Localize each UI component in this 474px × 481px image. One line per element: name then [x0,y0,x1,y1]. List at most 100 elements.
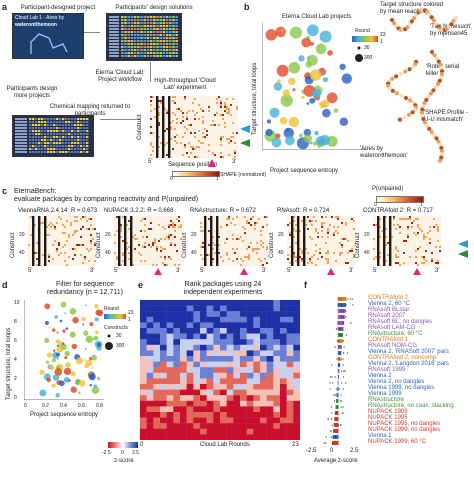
zscore-cell [286,378,294,385]
zscore-cell [173,361,181,368]
heatmap-cell [403,262,405,264]
heatmap-cell [236,106,238,108]
shape-profile-structure-base [434,136,439,141]
zscore-cell [180,406,187,413]
design-sequence-cell [172,52,175,54]
zscore-cell [153,428,161,435]
experiment-point [340,310,342,312]
design-row-id [109,37,119,39]
heatmap-cell [218,244,220,246]
zscore-cell [226,333,234,340]
zscore-cell [166,339,174,345]
design-sequence-cell [169,43,172,45]
returned-cell [80,121,83,123]
experiment-point [352,304,354,306]
zscore-cell [206,356,214,362]
zscore-cell [240,339,247,345]
zscore-cell [160,356,167,362]
package-x-end: 3' [435,268,440,274]
zscore-cell [193,316,201,323]
zscore-cell [260,322,267,329]
filtered-point [91,367,94,370]
position-marker-icon [413,268,421,275]
heatmap-cell [196,112,198,114]
returned-cell [53,124,56,126]
heatmap-cell [423,256,425,258]
filtered-point [89,322,94,327]
zscore-cell [213,339,221,345]
zscore-cell [233,316,241,323]
round-tick-1-d: 1 [128,317,131,323]
returned-cell [29,124,32,126]
zscore-cell [280,300,287,306]
design-sequence-cell [146,55,150,57]
heatmap-cell [50,226,52,228]
heatmap-cell [258,248,260,250]
zscore-cell [253,361,261,368]
design-sequence-cell [175,25,178,27]
zscore-cell [233,417,241,424]
zscore-cell [180,423,187,429]
zscore-cell [193,300,201,306]
returned-cell [29,121,32,123]
heatmap-cell [256,248,258,250]
zscore-cell [200,406,207,413]
heatmap-cell [144,224,146,226]
experiment-point [345,334,347,336]
heatmap-cell [202,230,204,232]
heatmap-cell [52,258,54,260]
returned-row-id [15,130,27,132]
returned-cell [80,142,83,144]
zscore-cell [140,372,147,379]
design-sequence-cell [140,49,143,51]
highlight-marker-icon [208,159,216,167]
heatmap-cell [172,224,174,226]
heatmap-cell [166,128,168,130]
zscore-cell [153,300,161,306]
design-sequence-cell [124,52,127,54]
heatmap-cell [401,218,403,220]
heatmap-cell [260,244,262,246]
construct-tick: 40 [278,250,284,256]
design-sequence-cell [149,31,153,33]
design-sequence-cell [127,37,130,39]
heatmap-cell [423,262,425,264]
returned-cell [74,133,77,135]
returned-cell [65,121,68,123]
heatmap-cell [184,144,186,146]
zscore-cell [140,300,147,306]
project-point [309,97,316,104]
design-sequence-cell [149,55,153,57]
returned-cell [56,151,59,153]
arrow-designs-to-experiment [150,62,151,82]
heatmap-cell [188,124,190,126]
returned-cell [56,145,59,147]
zscore-cell [173,372,181,379]
heatmap-cell [405,218,407,220]
package-x-start: 5' [28,268,33,274]
zscore-cell [220,434,227,440]
zscore-cell [166,417,174,424]
heatmap-cell [158,106,160,108]
returned-cell [53,142,56,144]
heatmap-cell [36,264,38,266]
returned-row-id [15,136,27,138]
heatmap-cell [226,112,228,114]
zscore-cell [286,400,294,407]
zscore-cell [200,322,207,329]
heatmap-cell [327,260,329,262]
heatmap-dark-band [389,216,392,266]
nonesuch-structure-base [409,19,414,24]
high-throughput-label: High-throughput 'Cloud Lab' experiment [154,78,216,91]
zscore-cell [213,311,221,317]
zscore-cell [193,378,201,385]
zscore-cbar-label: z-score [114,458,134,464]
design-sequence-cell [175,40,178,42]
returned-cell [29,136,32,138]
robot-structure-base [399,93,404,98]
experiment-point [339,352,341,354]
heatmap-cell [349,250,351,252]
zscore-cell [246,395,254,401]
heatmap-cell [208,218,210,220]
zscore-cell [173,316,181,323]
